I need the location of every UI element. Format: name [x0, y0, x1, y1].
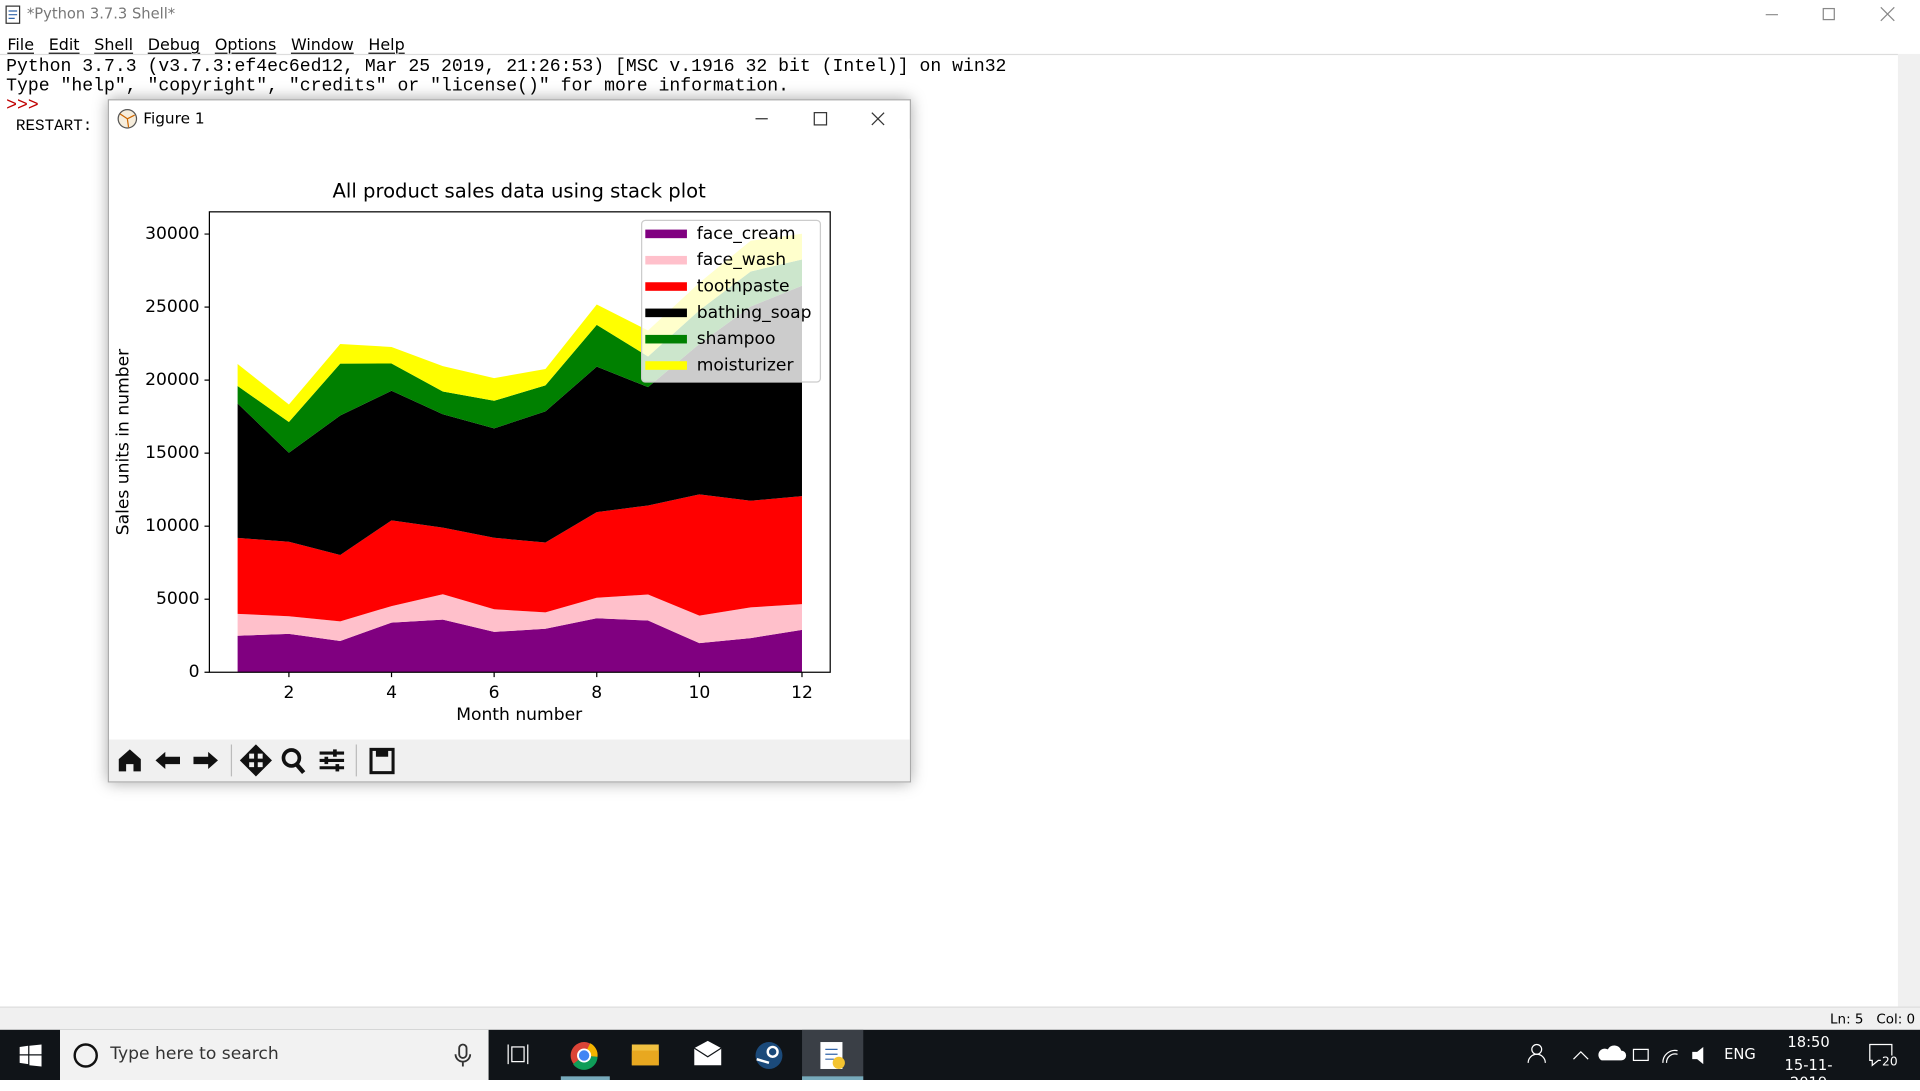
y-axis-label: Sales units in number — [114, 348, 134, 535]
wifi-icon[interactable] — [1662, 1049, 1678, 1063]
menu-bar: File Edit Shell Debug Options Window Help — [7, 32, 419, 55]
menu-item[interactable]: Shell — [94, 36, 134, 56]
legend: face_cream face_wash toothpaste bathing_soa… — [641, 219, 822, 383]
y-tick-label: 10000 — [145, 516, 199, 536]
stack-area — [237, 285, 802, 555]
scrollbar[interactable] — [1897, 53, 1920, 1007]
legend-label: shampoo — [697, 329, 776, 349]
legend-swatch — [645, 282, 687, 291]
x-tick-label: 6 — [489, 683, 500, 703]
menu-item[interactable]: File — [7, 36, 34, 56]
legend-swatch — [645, 361, 687, 370]
stack-area — [237, 494, 802, 622]
menu-item[interactable]: Options — [214, 36, 277, 56]
search-box[interactable]: Type here to search — [60, 1029, 489, 1081]
steam-app[interactable] — [755, 1042, 783, 1069]
toolbar-icons — [118, 744, 395, 777]
zoom-button[interactable] — [281, 748, 306, 775]
save-button[interactable] — [369, 747, 395, 775]
legend-swatch — [645, 229, 687, 239]
legend-label: face_cream — [697, 224, 796, 244]
menu-item[interactable]: Debug — [147, 36, 201, 56]
stack-area — [237, 594, 802, 644]
plot-frame — [208, 211, 831, 673]
battery-icon[interactable] — [1632, 1048, 1649, 1062]
legend-label: bathing_soap — [697, 303, 812, 323]
configure-button[interactable] — [319, 749, 345, 772]
y-tick-label: 15000 — [145, 443, 199, 463]
task-view[interactable] — [507, 1044, 529, 1065]
explorer-app[interactable] — [631, 1044, 659, 1066]
shell-line: Type "help", "copyright", "credits" or "… — [6, 77, 789, 97]
status-text: Ln: 5 Col: 0 — [1830, 1011, 1916, 1028]
toolbar — [108, 739, 910, 782]
figure-window: Figure 1 All product sales data using st… — [107, 99, 912, 783]
tray-expand[interactable] — [1573, 1050, 1589, 1060]
menu-item[interactable]: Edit — [48, 36, 80, 56]
window-controls[interactable] — [1751, 0, 1920, 29]
notification-count: 20 — [1880, 1055, 1899, 1069]
python-app[interactable] — [802, 1029, 864, 1081]
clock-time[interactable]: 18:50 — [1787, 1033, 1830, 1051]
x-tick-label: 8 — [591, 683, 602, 703]
back-button[interactable] — [155, 751, 181, 769]
figure-controls[interactable] — [746, 100, 910, 137]
y-tick-label: 20000 — [145, 370, 199, 390]
x-tick-label: 4 — [386, 683, 397, 703]
figure-icon — [117, 108, 138, 129]
y-tick-label: 25000 — [145, 297, 199, 317]
app-icon — [5, 5, 21, 24]
taskbar: Type here to search ENG 18:50 15-11-2019… — [0, 1029, 1920, 1091]
stack-area — [237, 618, 802, 673]
volume-icon[interactable] — [1692, 1046, 1704, 1065]
search-placeholder: Type here to search — [110, 1044, 279, 1065]
legend-swatch — [645, 308, 687, 318]
taskbar-apps — [507, 1029, 864, 1081]
shell-restart: RESTART: — [15, 116, 93, 135]
menu-item[interactable]: Window — [290, 36, 354, 56]
notification-icon[interactable] — [1869, 1043, 1896, 1067]
status-bar: Ln: 5 Col: 0 — [0, 1006, 1920, 1032]
y-tick-label: 30000 — [145, 224, 199, 244]
chart: All product sales data using stack plot … — [108, 138, 910, 740]
mail-app[interactable] — [693, 1040, 722, 1066]
search-icon — [73, 1043, 98, 1068]
onedrive-icon[interactable] — [1598, 1045, 1627, 1061]
x-tick-label: 10 — [688, 683, 710, 703]
start-button[interactable] — [19, 1044, 42, 1067]
window-title: *Python 3.7.3 Shell* — [26, 4, 176, 23]
pan-button[interactable] — [239, 744, 272, 777]
mic-icon[interactable] — [454, 1043, 472, 1067]
x-tick-label: 2 — [283, 683, 294, 703]
shell-line: Python 3.7.3 (v3.7.3:ef4ec6ed12, Mar 25 … — [6, 57, 1007, 78]
chrome-app[interactable] — [560, 1042, 610, 1081]
forward-button[interactable] — [193, 751, 218, 769]
tray-icons — [1527, 1043, 1704, 1065]
legend-swatch — [645, 334, 687, 344]
shell-area: Python 3.7.3 (v3.7.3:ef4ec6ed12, Mar 25 … — [0, 53, 1898, 1008]
clock-date[interactable]: 15-11-2019 — [1784, 1056, 1833, 1091]
people-icon[interactable] — [1527, 1043, 1546, 1063]
legend-label: toothpaste — [697, 277, 790, 297]
home-button[interactable] — [118, 749, 141, 772]
y-tick-label: 5000 — [156, 589, 200, 609]
x-axis-label: Month number — [456, 705, 583, 725]
language[interactable]: ENG — [1724, 1045, 1756, 1063]
figure-title: Figure 1 — [143, 108, 205, 128]
x-tick-label: 12 — [791, 683, 813, 703]
y-tick-label: 0 — [189, 662, 200, 682]
legend-label: face_wash — [697, 250, 786, 270]
legend-label: moisturizer — [697, 356, 795, 376]
menu-item[interactable]: Help — [368, 36, 405, 56]
chart-title: All product sales data using stack plot — [333, 180, 707, 203]
legend-swatch — [645, 255, 687, 265]
shell-prompt: >>> — [6, 96, 39, 117]
title-bar: *Python 3.7.3 Shell* — [0, 0, 1920, 30]
